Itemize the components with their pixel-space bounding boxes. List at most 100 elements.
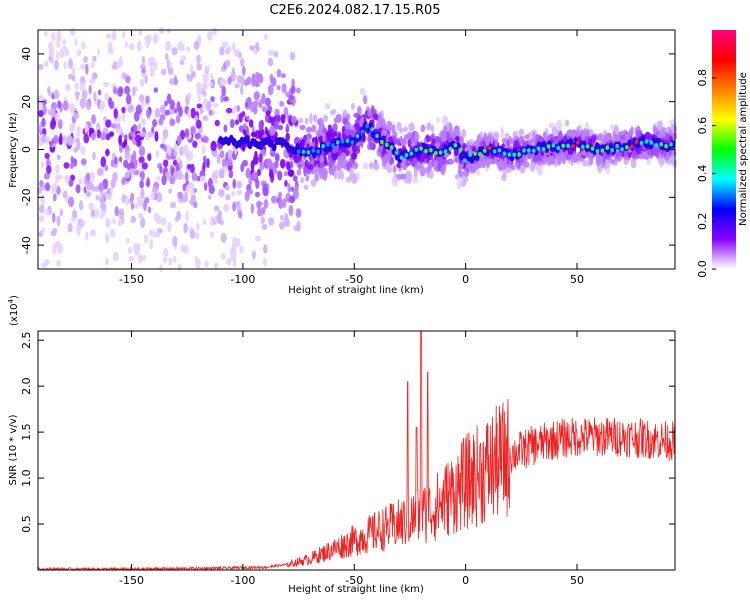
spectrogram-cell	[564, 119, 570, 127]
spectrogram-cell	[294, 185, 299, 192]
spectrogram-ridge-peak	[340, 139, 345, 144]
spectrogram-cell	[230, 250, 237, 262]
spectrogram-cell	[187, 150, 194, 162]
spectrogram-cell	[190, 107, 196, 119]
spectrogram-cell	[220, 232, 227, 243]
spectrogram-cell	[154, 130, 159, 142]
spectrogram-ridge-peak	[345, 138, 350, 144]
spectrogram-cell	[209, 216, 215, 227]
spectrogram-cell	[292, 188, 299, 200]
spectrogram-cell	[41, 117, 46, 128]
spectrogram-cell	[193, 40, 200, 50]
spectrogram-cell	[90, 229, 96, 237]
spectrogram-cell	[143, 233, 149, 244]
spectrogram-cell	[187, 92, 192, 100]
spectrogram-cell	[81, 158, 87, 166]
spectrogram-ridge-peak	[419, 146, 423, 151]
spectrogram-cell	[661, 126, 667, 137]
spectrogram-cell	[219, 150, 225, 159]
spectrogram-cell	[223, 203, 230, 213]
spectrogram-cell	[69, 122, 76, 133]
spectrogram-ridge-peak	[438, 150, 443, 155]
spectrogram-cell	[183, 191, 189, 203]
spectrogram-cell	[532, 132, 536, 143]
spectrogram-cell	[258, 99, 263, 109]
spectrogram-cell	[220, 94, 224, 103]
spectrogram-cell	[483, 159, 490, 166]
snr-y-tick-label: 0.5	[20, 515, 33, 533]
spectrogram-cell	[256, 168, 262, 177]
spectrogram-cell	[468, 138, 474, 146]
snr-y-tick-label: 1.0	[20, 469, 33, 487]
spectrogram-cell	[138, 156, 145, 164]
spectrogram-cell	[263, 199, 269, 210]
spectrogram-cell	[403, 134, 410, 140]
spectrogram-cell	[342, 118, 349, 125]
spectrogram-cell	[68, 102, 75, 114]
spectrogram-cell	[291, 78, 296, 88]
spectrogram-cell	[52, 182, 58, 193]
spectrogram-cell	[103, 81, 110, 88]
spectrogram-cell	[43, 172, 51, 180]
spectrogram-cell	[214, 119, 220, 127]
spectrogram-ridge-peak	[639, 140, 644, 146]
spectrogram-cell	[254, 235, 262, 242]
spectrogram-cell	[129, 104, 135, 111]
spectrogram-cell	[156, 231, 160, 239]
spectrogram-cell	[176, 135, 182, 146]
spectrogram-cell	[429, 169, 434, 180]
spectrogram-cell	[199, 170, 206, 178]
spectrogram-y-tick-label: 20	[20, 95, 33, 109]
spectrogram-cell	[133, 242, 139, 253]
spectrogram-cell	[285, 132, 290, 142]
spectrogram-cell	[190, 125, 196, 135]
spectrogram-x-tick-label: -150	[119, 273, 144, 286]
spectrogram-cell	[111, 152, 116, 160]
spectrogram-ridge-peak	[595, 149, 600, 154]
spectrogram-cell	[90, 209, 95, 218]
spectrogram-ridge-peak	[414, 147, 418, 152]
spectrogram-cell	[195, 119, 202, 129]
spectrogram-cell	[189, 229, 195, 239]
spectrogram-cell	[231, 243, 237, 251]
snr-scale-exponent: 4	[7, 298, 15, 303]
spectrogram-cell	[303, 134, 307, 143]
spectrogram-ridge-peak	[326, 142, 330, 147]
spectrogram-cell	[624, 159, 629, 165]
spectrogram-cell	[140, 188, 145, 200]
spectrogram-cell	[172, 235, 178, 247]
spectrogram-cell	[104, 164, 109, 172]
spectrogram-cell	[276, 85, 281, 91]
spectrogram-cell	[199, 175, 206, 183]
spectrogram-ridge-band	[244, 135, 250, 144]
spectrogram-cell	[81, 89, 88, 100]
spectrogram-ridge-peak	[311, 148, 316, 153]
spectrogram-cell	[248, 176, 253, 186]
spectrogram-cell	[154, 107, 161, 119]
spectrogram-cell	[221, 85, 226, 97]
spectrogram-cell	[281, 83, 287, 94]
spectrogram-cell	[548, 122, 555, 129]
spectrogram-cell	[465, 163, 472, 170]
spectrogram-cell	[213, 177, 218, 185]
spectrogram-x-tick-label: -50	[345, 273, 363, 286]
spectrogram-cell	[186, 46, 191, 53]
spectrogram-cell	[413, 167, 418, 179]
spectrogram-ridge-peak	[355, 133, 360, 139]
spectrogram-cell	[68, 179, 74, 187]
spectrogram-cell	[222, 96, 229, 102]
spectrogram-cell	[434, 142, 441, 148]
spectrogram-cell	[288, 195, 296, 204]
spectrogram-cell	[469, 167, 476, 174]
spectrogram-cell	[242, 159, 249, 167]
spectrogram-cell	[192, 140, 198, 148]
spectrogram-cell	[172, 171, 179, 180]
spectrogram-cell	[419, 165, 426, 177]
spectrogram-cell	[130, 216, 136, 223]
spectrogram-cell	[145, 95, 150, 104]
spectrogram-cell	[193, 201, 198, 209]
spectrogram-cell	[74, 82, 80, 91]
spectrogram-cell	[44, 152, 50, 160]
spectrogram-cell	[155, 149, 160, 159]
spectrogram-cell	[180, 55, 187, 62]
